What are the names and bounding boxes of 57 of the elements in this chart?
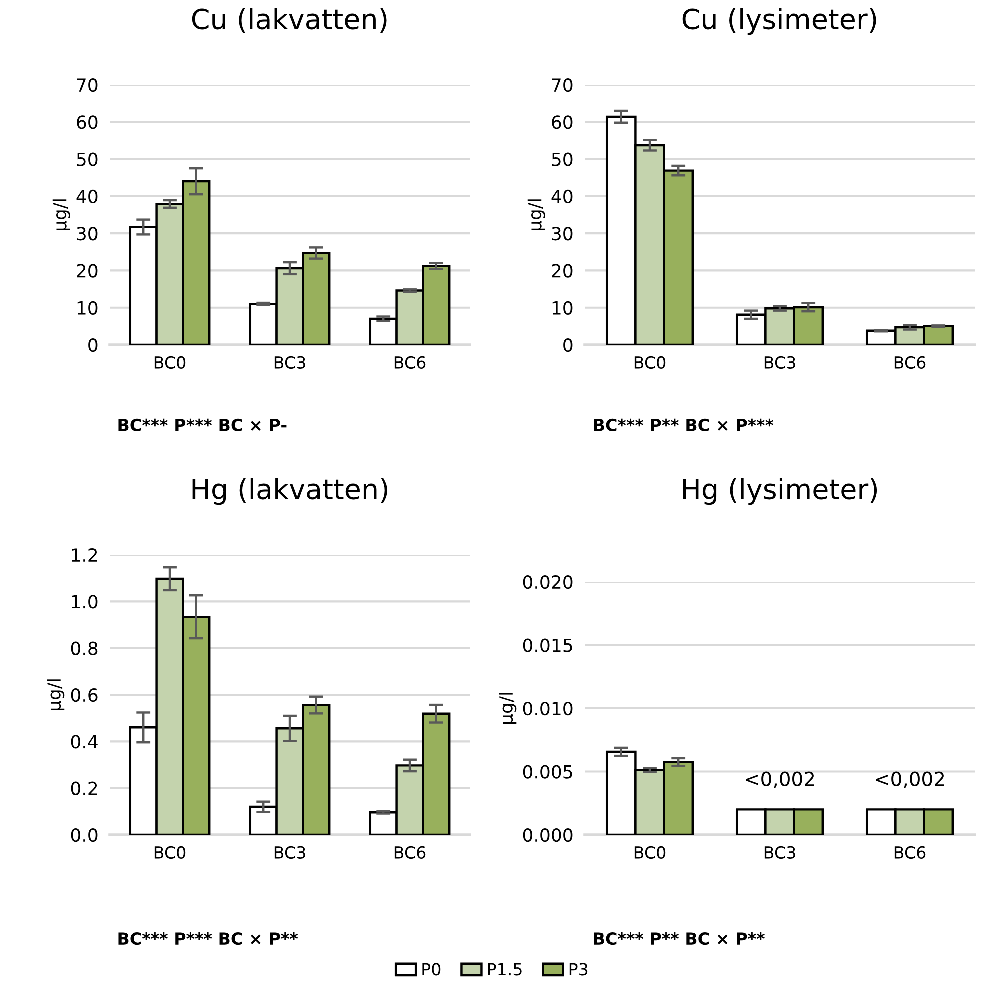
text: BC*** P*** BC × P**	[118, 932, 298, 946]
y-tick-label: 60	[552, 116, 573, 130]
y-tick-label: 60	[77, 116, 98, 130]
y-tick-label: 40	[552, 190, 573, 204]
y-tick-label: 50	[552, 152, 573, 166]
y-axis-title: µg/l	[499, 693, 517, 724]
y-axis-title: µg/l	[47, 680, 65, 710]
chart-title: Hg (lakvatten)	[192, 478, 388, 506]
annotation: <0,002	[876, 772, 944, 788]
annotation: <0,002	[746, 772, 814, 788]
y-tick-label: 0.0	[71, 828, 98, 842]
y-tick-label: 0	[88, 338, 98, 352]
y-tick-label: 30	[552, 227, 573, 241]
chart-title: Cu (lakvatten)	[192, 8, 387, 33]
y-tick-label: 0.8	[71, 642, 98, 656]
y-tick-label: 0.015	[523, 638, 572, 652]
legend-label: P3	[570, 963, 588, 976]
x-tick-label: BC3	[764, 356, 796, 370]
chart-title: Hg (lysimeter)	[683, 478, 878, 506]
y-axis-title: µg/l	[528, 200, 546, 230]
y-tick-label: 0.020	[523, 575, 573, 590]
chart-title: Cu (lysimeter)	[682, 8, 876, 36]
y-tick-label: 20	[552, 264, 573, 278]
y-tick-label: 0.000	[523, 828, 573, 842]
text: BC*** P** BC × P**	[594, 932, 765, 946]
y-tick-label: 10	[78, 301, 98, 315]
y-tick-label: 40	[76, 190, 98, 204]
x-tick-label: BC0	[634, 846, 666, 860]
x-tick-label: BC6	[394, 356, 426, 370]
y-tick-label: 10	[552, 301, 573, 315]
x-tick-label: BC3	[274, 846, 306, 860]
y-tick-label: 20	[77, 264, 98, 278]
y-tick-label: 0.6	[71, 688, 98, 702]
x-tick-label: BC3	[274, 356, 306, 370]
y-tick-label: 50	[77, 152, 98, 166]
x-tick-label: BC6	[894, 356, 926, 370]
x-tick-label: BC0	[154, 356, 186, 370]
y-tick-label: 0.005	[523, 765, 572, 779]
x-tick-label: BC6	[894, 846, 926, 860]
y-axis-title: µg/l	[52, 200, 70, 230]
y-tick-label: 1.2	[72, 548, 98, 562]
x-tick-label: BC6	[394, 846, 426, 860]
legend-label: P0	[422, 963, 441, 976]
text: BC*** P*** BC × P-	[118, 418, 287, 432]
y-tick-label: 0.010	[523, 702, 573, 716]
x-tick-label: BC0	[154, 846, 186, 860]
y-tick-label: 70	[552, 78, 573, 92]
y-tick-label: 70	[77, 78, 98, 92]
y-tick-label: 0	[564, 338, 573, 352]
y-tick-label: 0.2	[71, 782, 98, 796]
legend-label: P1.5	[488, 963, 522, 976]
y-tick-label: 1.0	[72, 595, 98, 609]
y-tick-label: 30	[77, 227, 98, 241]
x-tick-label: BC0	[634, 356, 666, 370]
y-tick-label: 0.4	[71, 735, 98, 749]
text: BC*** P** BC × P***	[594, 418, 774, 432]
x-tick-label: BC3	[764, 846, 796, 860]
